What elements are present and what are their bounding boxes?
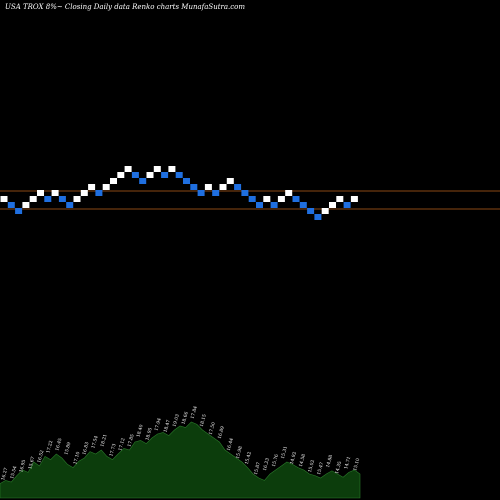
volume-area <box>0 421 361 499</box>
renko-brick-down <box>270 202 278 208</box>
volume-label: 15.10 <box>352 457 361 471</box>
volume-label: 18.95 <box>145 427 154 441</box>
renko-brick-up <box>80 190 88 196</box>
volume-label: 15.87 <box>253 461 262 475</box>
renko-brick-up <box>350 196 358 202</box>
volume-label: 17.54 <box>90 435 99 449</box>
volume-label: 16.89 <box>217 425 226 439</box>
renko-brick-down <box>234 184 242 190</box>
renko-brick-down <box>314 214 322 220</box>
volume-label: 14.58 <box>298 453 307 467</box>
volume-label: 17.84 <box>190 405 199 419</box>
renko-brick-up <box>22 202 30 208</box>
volume-profile <box>0 421 361 499</box>
chart-title: USA TROX 8%~ Closing Daily data Renko ch… <box>5 3 245 11</box>
renko-brick-up <box>285 190 293 196</box>
volume-label: 14.71 <box>343 456 352 470</box>
renko-brick-down <box>175 172 183 178</box>
volume-label: 15.47 <box>316 461 325 475</box>
renko-brick-up <box>0 196 8 202</box>
volume-label: 17.94 <box>154 417 163 431</box>
volume-label: 17.85 <box>127 433 136 447</box>
renko-brick-up <box>263 196 271 202</box>
volume-label: 15.98 <box>235 445 244 459</box>
renko-brick-down <box>15 208 23 214</box>
volume-label: 15.89 <box>63 441 72 455</box>
renko-brick-up <box>88 184 96 190</box>
volume-label: 17.10 <box>72 451 81 465</box>
renko-brick-down <box>256 202 263 208</box>
volume-label: 18.15 <box>199 413 208 427</box>
renko-brick-up <box>168 166 176 172</box>
volume-label: 16.44 <box>226 437 235 451</box>
renko-brick-down <box>307 208 315 214</box>
renko-brick-up <box>124 166 132 172</box>
renko-brick-down <box>299 202 307 208</box>
renko-bricks <box>0 166 358 220</box>
renko-brick-down <box>58 196 66 202</box>
renko-brick-up <box>29 196 37 202</box>
renko-brick-down <box>161 172 169 178</box>
volume-label: 16.45 <box>54 437 63 451</box>
renko-brick-up <box>226 178 234 184</box>
volume-label: 17.73 <box>108 443 117 457</box>
renko-brick-up <box>51 190 59 196</box>
volume-label: 16.95 <box>18 459 27 473</box>
volume-label: 17.50 <box>208 421 217 435</box>
renko-brick-up <box>37 190 44 196</box>
renko-brick-up <box>110 178 117 184</box>
volume-label: 19.03 <box>172 413 181 427</box>
renko-brick-down <box>343 202 351 208</box>
renko-brick-down <box>95 190 103 196</box>
volume-label: 16.83 <box>81 441 90 455</box>
renko-brick-down <box>131 172 139 178</box>
volume-label: 18.47 <box>163 419 172 433</box>
volume-label: 15.02 <box>307 459 316 473</box>
renko-brick-down <box>292 196 300 202</box>
renko-brick-down <box>139 178 147 184</box>
renko-brick-down <box>7 202 15 208</box>
renko-brick-up <box>146 172 154 178</box>
renko-brick-up <box>329 202 336 208</box>
volume-label: 17.12 <box>117 437 126 451</box>
renko-brick-up <box>336 196 344 202</box>
renko-brick-down <box>241 190 249 196</box>
volume-label: 18.21 <box>99 433 108 447</box>
volume-label: 16.23 <box>262 457 271 471</box>
renko-brick-down <box>248 196 256 202</box>
volume-label: 17.22 <box>45 440 54 454</box>
volume-label: 15.31 <box>280 445 289 459</box>
renko-brick-down <box>190 184 198 190</box>
volume-label: 15.54 <box>9 465 18 479</box>
volume-label: 15.76 <box>271 453 280 467</box>
renko-brick-up <box>73 196 81 202</box>
renko-brick-down <box>183 178 190 184</box>
volume-label: 14.88 <box>325 454 334 468</box>
volume-label: 16.27 <box>0 467 9 481</box>
renko-brick-up <box>277 196 285 202</box>
volume-label: 14.92 <box>289 451 298 465</box>
volume-label: 18.66 <box>181 411 190 425</box>
volume-label: 16.52 <box>36 449 45 463</box>
renko-brick-up <box>204 184 212 190</box>
renko-brick-down <box>197 190 205 196</box>
renko-brick-up <box>321 208 329 214</box>
volume-label: 15.67 <box>27 456 36 470</box>
volume-label: 15.42 <box>244 451 253 465</box>
renko-brick-down <box>44 196 52 202</box>
volume-label: 18.40 <box>136 424 145 438</box>
renko-brick-up <box>153 166 161 172</box>
renko-brick-up <box>117 172 125 178</box>
renko-brick-down <box>212 190 220 196</box>
renko-brick-up <box>102 184 110 190</box>
renko-brick-up <box>219 184 227 190</box>
volume-label: 14.35 <box>334 461 343 475</box>
renko-brick-down <box>66 202 74 208</box>
